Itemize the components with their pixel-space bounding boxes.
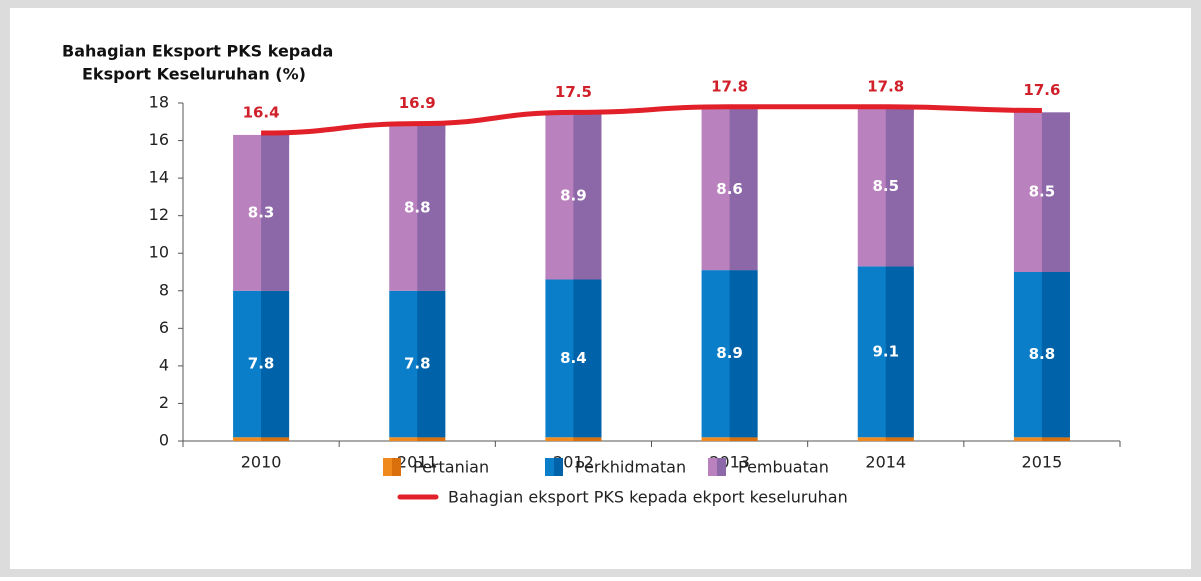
bar-shade (729, 108, 758, 271)
y-tick-label: 10 (149, 243, 169, 262)
line (261, 104, 1042, 136)
bar-shade (417, 437, 446, 441)
bar-shade (261, 134, 290, 291)
bar-shade (417, 290, 446, 438)
y-tick-label: 2 (159, 393, 169, 412)
data-label: 8.3 (248, 203, 275, 221)
line-label: 16.9 (399, 94, 436, 112)
legend-label: Bahagian eksport PKS kepada ekport kesel… (448, 488, 848, 507)
data-label: 8.9 (560, 186, 587, 204)
legend-label: Pembuatan (738, 458, 829, 477)
legend-swatch-shade (717, 458, 726, 476)
y-tick-label: 6 (159, 318, 169, 337)
legend-label: Pertanian (413, 458, 489, 477)
y-tick-label: 8 (159, 280, 169, 299)
bar-shade (261, 290, 290, 438)
data-label: 8.6 (716, 180, 743, 198)
legend-swatch-shade (392, 458, 401, 476)
y-tick-label: 18 (149, 93, 169, 112)
bar-top (417, 125, 446, 135)
bar-shade (573, 279, 602, 438)
line-label: 17.8 (711, 77, 748, 95)
bar-top (1041, 112, 1070, 122)
bar-shade (417, 125, 446, 291)
x-tick-label: 2014 (865, 453, 906, 472)
line-label: 17.8 (867, 77, 904, 95)
data-label: 8.8 (1029, 345, 1056, 363)
bar-shade (573, 112, 602, 280)
data-label: 8.8 (404, 199, 431, 217)
data-label: 9.1 (872, 342, 899, 360)
bar-top (261, 134, 290, 144)
bar-shade (261, 437, 290, 441)
chart-title: Eksport Keseluruhan (%) (82, 65, 306, 84)
bar-shade (729, 437, 758, 441)
data-label: 8.5 (872, 177, 899, 195)
bar-shade (729, 270, 758, 438)
bar-shade (1041, 272, 1070, 438)
line-label: 17.6 (1023, 81, 1060, 99)
bar-shade (1041, 437, 1070, 441)
y-tick-label: 4 (159, 355, 169, 374)
legend-label: Perkhidmatan (575, 458, 686, 477)
data-label: 7.8 (404, 355, 431, 373)
x-tick-label: 2015 (1022, 453, 1063, 472)
data-label: 7.8 (248, 355, 275, 373)
bar-shade (1041, 112, 1070, 272)
legend-swatch-shade (554, 458, 563, 476)
line-label: 17.5 (555, 83, 592, 101)
bar-shade (885, 437, 914, 441)
bar (233, 437, 290, 441)
x-tick-label: 2010 (241, 453, 282, 472)
x-tick-label: 2012 (553, 453, 594, 472)
x-tick-label: 2011 (397, 453, 438, 472)
y-tick-label: 0 (159, 431, 169, 450)
y-tick-label: 16 (149, 130, 169, 149)
chart-title: Bahagian Eksport PKS kepada (62, 42, 333, 61)
bar-shade (885, 106, 914, 267)
bar-shade (885, 266, 914, 438)
data-label: 8.9 (716, 344, 743, 362)
line-label: 16.4 (243, 104, 280, 122)
data-label: 8.4 (560, 349, 587, 367)
y-tick-label: 12 (149, 205, 169, 224)
data-label: 8.5 (1029, 183, 1056, 201)
y-tick-label: 14 (149, 168, 169, 187)
bar-top (729, 108, 758, 118)
bar-shade (573, 437, 602, 441)
